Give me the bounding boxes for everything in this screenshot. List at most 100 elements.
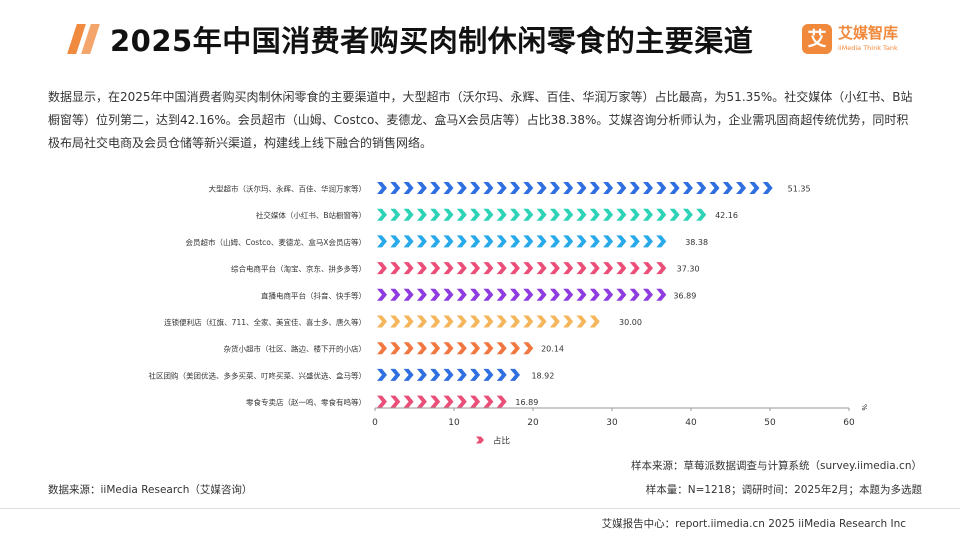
bar-chevron (496, 235, 507, 248)
bar-chevron (456, 288, 467, 301)
bar-chevron (470, 368, 481, 381)
bar-chevron (377, 288, 387, 301)
bar-chevron (496, 395, 507, 408)
bar-chevron (709, 182, 720, 194)
bar-chevron (483, 208, 494, 221)
bar-chevron (390, 315, 401, 328)
bar-chevron (470, 342, 481, 355)
bar-chevron (549, 182, 560, 194)
bar-chevron (377, 315, 387, 328)
bar-chevron (470, 208, 481, 221)
bar-chevron (430, 208, 441, 221)
bar-chevron (377, 368, 387, 381)
bar-chevron (390, 262, 401, 275)
bar-chevron (390, 208, 401, 221)
bar-chevron (536, 208, 547, 221)
data-label: 18.92 (531, 371, 554, 380)
bar-chevron (549, 262, 560, 275)
bar (377, 262, 667, 275)
bar-chevron (377, 235, 387, 248)
bar-chevron (496, 208, 507, 221)
bar-chevron (403, 262, 414, 275)
bar-chevron (470, 262, 481, 275)
bar (377, 182, 773, 194)
bar-chevron (682, 182, 693, 194)
bar-chevron (483, 288, 494, 301)
bar-chevron (643, 235, 653, 248)
bar-chevron (510, 235, 520, 248)
bar-chevron (563, 235, 574, 248)
bar-chevron (549, 288, 560, 301)
bar-chevron (656, 208, 667, 221)
bar-chevron (523, 315, 534, 328)
bar-chevron (456, 262, 467, 275)
bar-chevron (643, 208, 653, 221)
bar-chevron (430, 395, 441, 408)
bar-chevron (416, 208, 427, 221)
bar-chevron (456, 342, 467, 355)
chart-description: 数据显示，在2025年中国消费者购买肉制休闲零食的主要渠道中，大型超市（沃尔玛、… (48, 90, 913, 150)
bar-chevron (536, 262, 547, 275)
bar-chevron (443, 342, 454, 355)
bar-chevron (483, 182, 494, 194)
bar-chevron (483, 395, 494, 408)
bar-chevron (629, 262, 640, 275)
bar-chevron (616, 208, 627, 221)
bar-chevron (377, 208, 387, 221)
bar-chevron (377, 182, 387, 194)
bar-chevron (470, 315, 481, 328)
bar-chevron (549, 315, 560, 328)
bar-chevron (483, 262, 494, 275)
x-tick-label: 10 (448, 418, 460, 428)
bar-chevron (403, 368, 414, 381)
bar-chevron (603, 208, 614, 221)
data-label: 20.14 (541, 345, 564, 354)
page-title: 2025年中国消费者购买肉制休闲零食的主要渠道 (110, 24, 754, 58)
data-label: 38.38 (685, 238, 708, 247)
bar-chevron (616, 182, 627, 194)
bar-chevron (430, 235, 441, 248)
x-tick-label: 60 (843, 418, 855, 428)
bar-chevron (403, 395, 414, 408)
bar-chevron (416, 368, 427, 381)
title-bar: 2025年中国消费者购买肉制休闲零食的主要渠道 艾 艾媒智库 iiMedia T… (20, 14, 940, 66)
bar-chevron (483, 368, 494, 381)
bar-chevron (589, 182, 600, 194)
bar-chevron (443, 368, 454, 381)
bar-chart: 大型超市（沃尔玛、永辉、百佳、华润万家等） 51.35 社交媒体（小红书、B站橱窗等… (149, 182, 868, 447)
data-label: 37.30 (677, 265, 700, 274)
bar-chevron (443, 395, 454, 408)
category-label: 杂货小超市（社区、路边、楼下开的小店） (224, 344, 367, 354)
bar-chevron (496, 288, 507, 301)
footer-divider (0, 508, 960, 509)
bar-chevron (430, 182, 441, 194)
bar-chevron (603, 182, 614, 194)
bar-chevron (523, 288, 534, 301)
category-label: 零食专卖店（赵一鸣、零食有鸣等） (246, 397, 366, 407)
bar-chevron (563, 288, 574, 301)
bar-chevron (510, 315, 520, 328)
bar-chevron (416, 342, 427, 355)
x-axis-unit: % (860, 404, 868, 411)
bar-chevron (669, 182, 680, 194)
bar-chevron (736, 182, 747, 194)
bar-chevron (470, 235, 481, 248)
bar-chevron (576, 182, 587, 194)
bar-chevron (643, 262, 653, 275)
bar-chevron (510, 262, 520, 275)
bar-chevron (443, 262, 454, 275)
brand-logo[interactable]: 艾 艾媒智库 iiMedia Think Tank (802, 22, 922, 62)
bar-chevron (656, 235, 667, 248)
bar-chevron (403, 315, 414, 328)
bar-chevron (403, 342, 414, 355)
bar-chevron (390, 288, 401, 301)
bar-chevron (416, 262, 427, 275)
bar-chevron (749, 182, 760, 194)
bar-chevron (443, 315, 454, 328)
bar-chevron (589, 235, 600, 248)
bar-chevron (470, 395, 481, 408)
bar-chevron (563, 262, 574, 275)
bar-chevron (589, 288, 600, 301)
bar-chevron (510, 368, 520, 381)
bar-chevron (603, 288, 614, 301)
